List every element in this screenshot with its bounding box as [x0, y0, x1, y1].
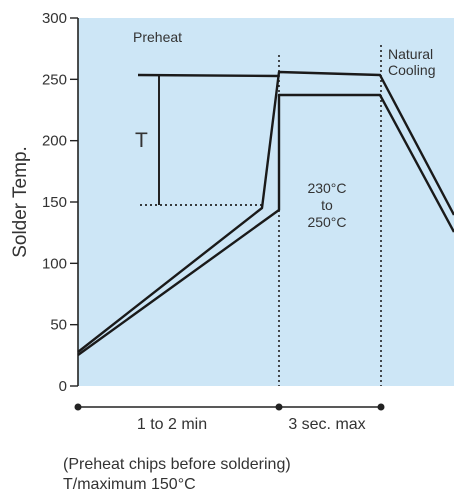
y-axis-title: Solder Temp.	[10, 146, 31, 258]
lower-profile-line	[77, 93, 454, 356]
peak-range-line3: 250°C	[307, 214, 346, 230]
peak-range-line2: to	[321, 197, 333, 213]
phase-bar-end-dot	[377, 403, 385, 411]
plot-area	[78, 18, 454, 386]
natural-cooling-label-line2: Cooling	[388, 62, 435, 78]
t-marker-label: T	[135, 129, 148, 152]
t-maximum-note: T/maximum 150°C	[63, 476, 196, 493]
phase-bar-start-dot	[74, 403, 82, 411]
upper-profile-line	[77, 70, 454, 353]
y-tick-label: 0	[59, 378, 67, 395]
y-tick-label: 150	[42, 194, 67, 211]
preheat-label: Preheat	[133, 29, 182, 45]
preheat-top-line	[137, 73, 280, 78]
y-tick-label: 50	[50, 317, 67, 334]
phase-bar-mid-dot	[275, 403, 283, 411]
phase-label-preheat: 1 to 2 min	[137, 416, 207, 433]
phase-label-peak: 3 sec. max	[288, 416, 365, 433]
y-tick-label: 200	[42, 133, 67, 150]
preheat-note: (Preheat chips before soldering)	[63, 456, 291, 473]
y-ticks: 0 50 100 150 200 250 300	[42, 10, 78, 395]
y-tick-label: 250	[42, 71, 67, 88]
natural-cooling-label-line1: Natural	[388, 46, 433, 62]
peak-range-line1: 230°C	[307, 180, 346, 196]
y-tick-label: 300	[42, 10, 67, 27]
y-tick-label: 100	[42, 255, 67, 272]
